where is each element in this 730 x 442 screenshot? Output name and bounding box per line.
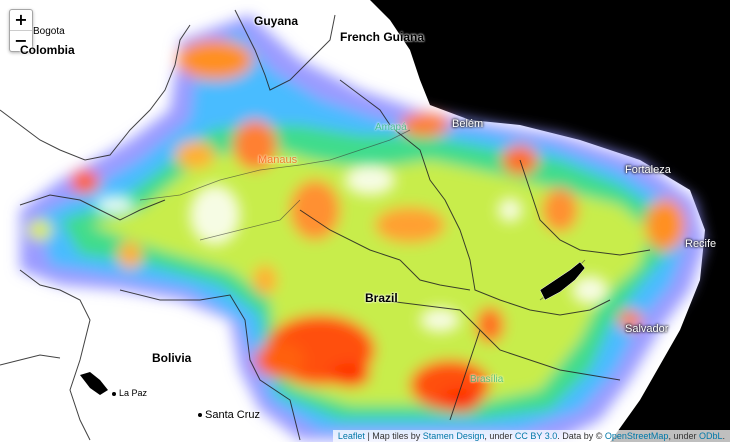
ccby-link[interactable]: CC BY 3.0 [514,431,558,441]
label-santa-cruz-text: Santa Cruz [205,409,261,421]
label-guyana: Guyana [254,14,299,28]
label-colombia: Colombia [20,43,75,57]
label-santa-cruz: Santa Cruz [198,409,260,421]
zoom-out-button[interactable]: − [10,30,32,51]
zoom-control: + − [9,9,33,52]
leaflet-link[interactable]: Leaflet [337,431,365,441]
city-dot-icon [112,391,116,396]
label-brazil: Brazil [365,291,398,305]
label-manaus: Manaus [258,154,298,166]
label-fortaleza: Fortaleza [625,164,671,176]
country-borders [0,9,651,441]
label-bogota: Bogota [33,26,65,37]
attr-text-5: . [722,431,725,441]
label-la-paz-text: La Paz [119,388,148,398]
label-recife: Recife [685,238,717,250]
zoom-in-button[interactable]: + [14,10,28,29]
lake-titicaca [80,372,108,395]
ocean-area [370,0,730,442]
osm-link[interactable]: OpenStreetMap [604,431,669,441]
label-brasilia: Brasília [470,374,504,385]
attr-text-2: , under [484,431,515,441]
label-salvador: Salvador [625,323,669,335]
label-la-paz: La Paz [112,388,147,398]
label-bolivia: Bolivia [152,351,192,365]
label-amapa: Amapá [375,122,407,133]
attribution: Leaflet | Map tiles by Stamen Design, un… [332,430,730,442]
attr-text-3: . Data by © [557,431,605,441]
attr-text-4: , under [668,431,699,441]
label-french-guiana: French Guiana [340,30,425,44]
heatmap-gaps [95,165,608,332]
label-belem: Belém [452,118,484,130]
stamen-link[interactable]: Stamen Design [422,431,485,441]
odbl-link[interactable]: ODbL [698,431,723,441]
city-dot-icon [198,413,202,418]
attr-text-1: | Map tiles by [364,431,423,441]
lake-sobradinho [539,261,586,301]
